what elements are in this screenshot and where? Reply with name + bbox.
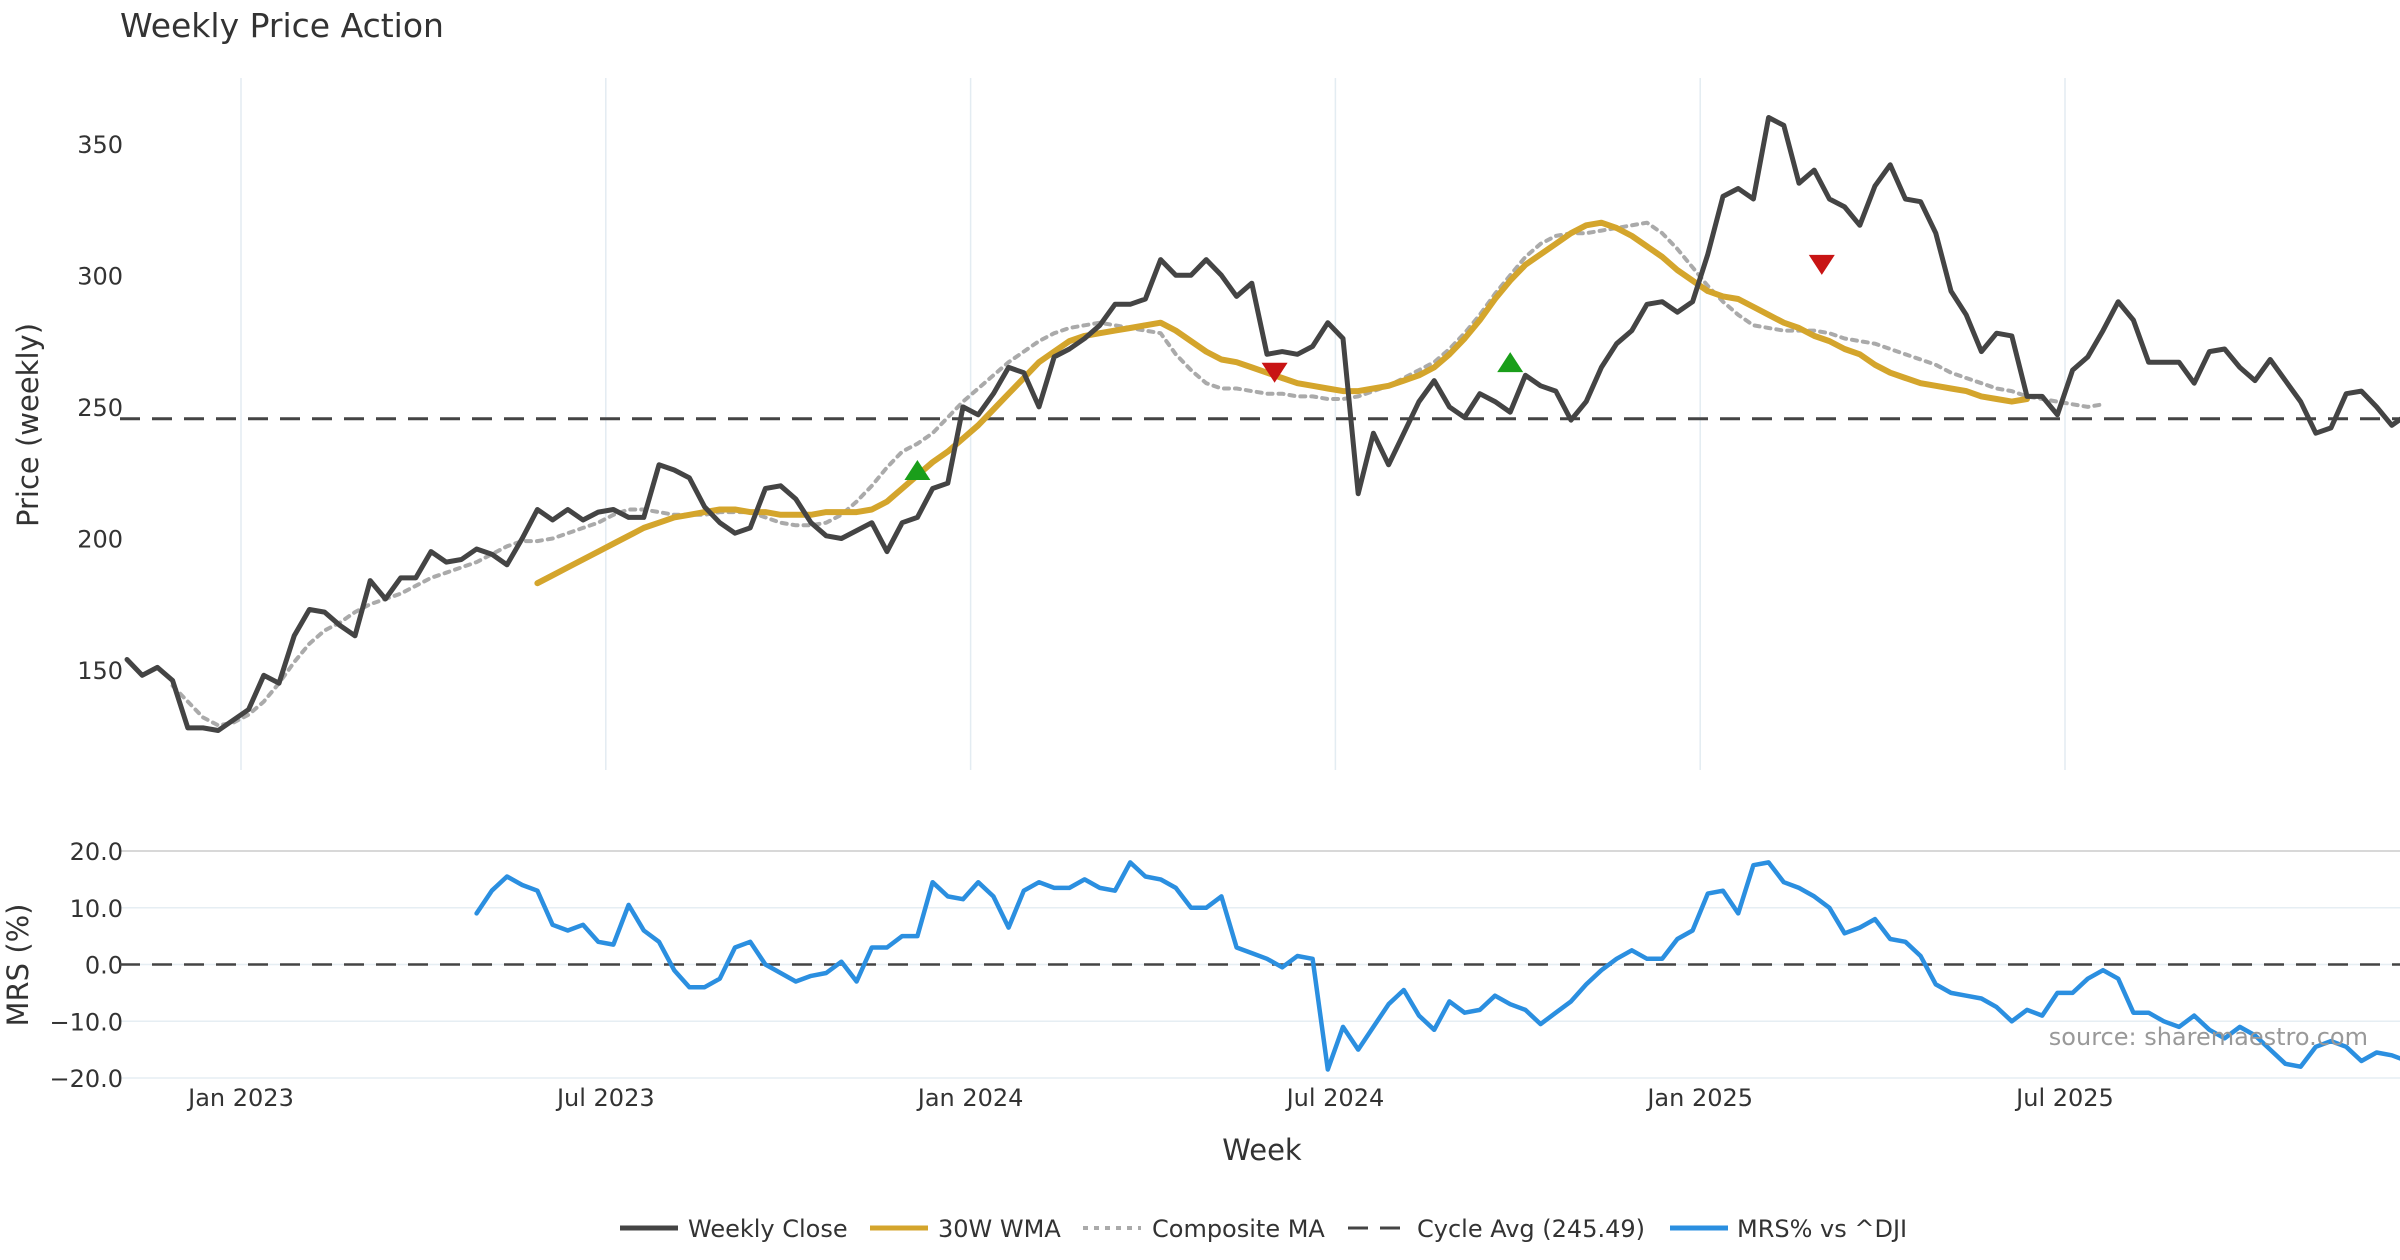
- weekly-close-line: [124, 115, 2400, 733]
- mrs-y-tick-label: 20.0: [70, 838, 123, 866]
- legend-item: Cycle Avg (245.49): [1348, 1215, 1645, 1243]
- price-grid: [240, 78, 2066, 770]
- legend-item: Weekly Close: [620, 1215, 848, 1243]
- chart-title: Weekly Price Action: [120, 6, 444, 45]
- price-y-tick-label: 150: [77, 657, 123, 685]
- price-y-axis-label: Price (weekly): [11, 323, 45, 527]
- composite-ma-line: [170, 220, 2105, 728]
- price-y-axis: 150 200 250 300 350: [77, 131, 123, 685]
- sell-signal-marker: [1261, 362, 1288, 383]
- mrs-y-tick-label: 0.0: [85, 952, 123, 980]
- mrs-dji-line: [474, 860, 2400, 1072]
- x-tick-label: Jan 2025: [1645, 1084, 1753, 1112]
- x-tick-label: Jan 2023: [186, 1084, 294, 1112]
- legend-item: 30W WMA: [870, 1215, 1061, 1243]
- x-tick-label: Jul 2024: [1285, 1084, 1385, 1112]
- mrs-y-tick-label: 10.0: [70, 895, 123, 923]
- price-series: [124, 115, 2400, 733]
- legend-label: 30W WMA: [938, 1215, 1061, 1243]
- legend-item: MRS% vs ^DJI: [1670, 1215, 1907, 1243]
- legend-label: Composite MA: [1152, 1215, 1325, 1243]
- chart-legend: Weekly Close 30W WMA Composite MA Cycle Avg…: [620, 1215, 1907, 1243]
- buy-signal-marker: [1497, 352, 1524, 373]
- x-tick-label: Jul 2023: [555, 1084, 655, 1112]
- x-axis-label: Week: [1222, 1133, 1302, 1167]
- x-tick-label: Jul 2025: [2014, 1084, 2114, 1112]
- price-y-tick-label: 250: [77, 394, 123, 422]
- wma-30w-line: [534, 219, 2030, 587]
- x-tick-label: Jan 2024: [916, 1084, 1024, 1112]
- mrs-y-tick-label: −20.0: [49, 1065, 123, 1093]
- legend-item: Composite MA: [1083, 1215, 1325, 1243]
- x-axis: Jan 2023 Jul 2023 Jan 2024 Jul 2024 Jan 2025…: [186, 1084, 2114, 1112]
- mrs-y-tick-label: −10.0: [49, 1008, 123, 1036]
- price-y-tick-label: 300: [77, 262, 123, 290]
- sell-signal-marker: [1808, 254, 1835, 275]
- legend-label: MRS% vs ^DJI: [1737, 1215, 1907, 1243]
- price-y-tick-label: 200: [77, 525, 123, 553]
- mrs-y-axis-label: MRS (%): [1, 904, 35, 1027]
- price-y-tick-label: 350: [77, 131, 123, 159]
- mrs-series: [474, 860, 2400, 1072]
- mrs-y-axis: 20.0 10.0 0.0 −10.0 −20.0: [49, 838, 123, 1093]
- legend-label: Cycle Avg (245.49): [1417, 1215, 1645, 1243]
- buy-signal-marker: [904, 460, 931, 481]
- trade-signals: [904, 254, 1835, 481]
- source-watermark: source: sharemaestro.com: [2049, 1023, 2368, 1051]
- legend-label: Weekly Close: [688, 1215, 848, 1243]
